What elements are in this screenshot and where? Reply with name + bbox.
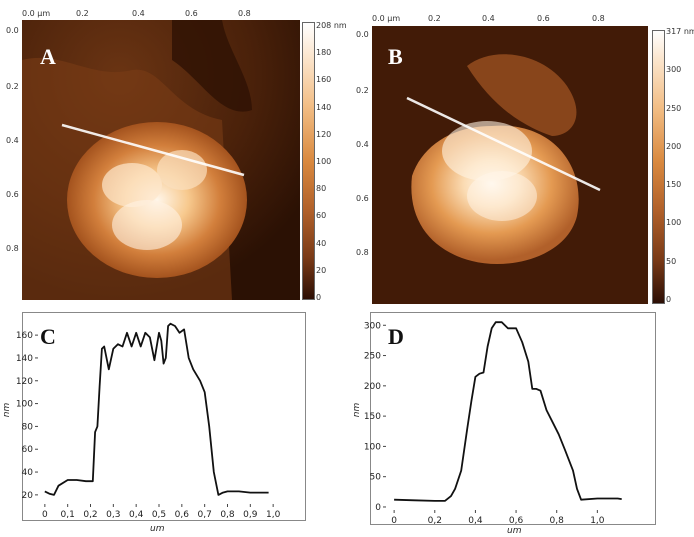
y-tick-label-c-0: 20 <box>22 491 34 501</box>
x-tick-b-0: 0.0 µm <box>372 14 401 23</box>
y-tick-label-c-7: 160 <box>16 331 33 341</box>
colorbar-tick-a-1: 180 <box>316 48 332 58</box>
x-tick-label-d-2: 0,4 <box>468 516 483 526</box>
y-tick-label-c-4: 100 <box>16 400 33 410</box>
colorbar-tick-a-10: 0 <box>316 293 322 302</box>
panel-label-d: D <box>388 324 404 349</box>
x-tick-a-2: 0.4 <box>132 9 145 18</box>
y-tick-a-4: 0.8 <box>6 244 19 253</box>
y-tick-label-c-5: 120 <box>16 377 33 387</box>
y-tick-label-d-2: 100 <box>364 442 381 452</box>
x-axis-label-d: um <box>507 526 522 536</box>
x-tick-label-d-4: 0,8 <box>550 516 565 526</box>
x-tick-label-c-0: 0 <box>42 510 48 520</box>
x-axis-label-c: um <box>150 524 165 534</box>
y-tick-label-d-3: 150 <box>364 412 381 422</box>
colorbar-tick-b-5: 100 <box>666 218 682 228</box>
panel-label-c: C <box>40 324 56 349</box>
colorbar-tick-b-0: 317 nm <box>666 27 694 36</box>
y-tick-label-d-1: 50 <box>370 473 382 483</box>
colorbar-tick-a-9: 20 <box>316 265 327 275</box>
profile-line-c-0 <box>44 322 269 496</box>
colorbar-tick-b-2: 250 <box>666 103 682 113</box>
x-tick-a-1: 0.2 <box>76 9 89 18</box>
x-tick-label-d-0: 0 <box>391 516 397 526</box>
profile-plot-c <box>22 312 306 521</box>
x-tick-label-c-9: 0,9 <box>243 510 258 520</box>
y-tick-a-3: 0.6 <box>6 190 19 199</box>
x-tick-label-c-3: 0,3 <box>106 510 120 520</box>
y-tick-label-d-0: 0 <box>375 503 381 513</box>
afm-image-b <box>372 26 648 304</box>
y-tick-a-2: 0.4 <box>6 136 19 145</box>
y-tick-b-2: 0.4 <box>356 140 369 149</box>
afm-image-a <box>22 20 300 300</box>
y-tick-b-0: 0.0 <box>356 30 369 39</box>
profile-line-d-0 <box>394 321 622 502</box>
x-tick-b-3: 0.6 <box>537 14 550 23</box>
colorbar-tick-a-0: 208 nm <box>316 21 347 30</box>
colorbar-tick-a-4: 120 <box>316 129 332 139</box>
y-tick-b-3: 0.6 <box>356 194 369 203</box>
x-tick-label-c-1: 0,1 <box>61 510 75 520</box>
colorbar-tick-b-4: 150 <box>666 180 682 190</box>
y-tick-label-d-6: 300 <box>364 321 381 331</box>
x-tick-label-c-2: 0,2 <box>83 510 97 520</box>
x-tick-label-c-6: 0,6 <box>175 510 190 520</box>
x-tick-label-c-5: 0,5 <box>152 510 166 520</box>
x-tick-label-c-10: 1,0 <box>266 510 281 520</box>
x-tick-label-d-3: 0,6 <box>509 516 524 526</box>
colorbar-tick-b-6: 50 <box>666 256 677 266</box>
x-tick-label-c-4: 0,4 <box>129 510 144 520</box>
colorbar-tick-a-5: 100 <box>316 157 332 166</box>
x-tick-label-d-5: 1,0 <box>590 516 605 526</box>
x-tick-a-3: 0.6 <box>185 9 198 18</box>
afm-topography-a <box>22 20 300 300</box>
y-tick-label-d-4: 200 <box>364 382 381 392</box>
y-tick-a-1: 0.2 <box>6 82 19 91</box>
x-tick-label-d-1: 0,2 <box>428 516 442 526</box>
x-tick-label-c-8: 0,8 <box>220 510 235 520</box>
x-tick-b-2: 0.4 <box>482 14 495 23</box>
y-tick-label-c-3: 80 <box>22 422 34 432</box>
x-tick-a-0: 0.0 µm <box>22 9 51 18</box>
x-tick-a-4: 0.8 <box>238 9 251 18</box>
y-tick-b-1: 0.2 <box>356 86 369 95</box>
y-tick-a-0: 0.0 <box>6 26 19 35</box>
colorbar-tick-b-1: 300 <box>666 65 682 75</box>
x-tick-label-c-7: 0,7 <box>197 510 211 520</box>
x-tick-b-1: 0.2 <box>428 14 441 23</box>
afm-topography-b <box>372 26 648 304</box>
colorbar-tick-b-3: 200 <box>666 141 682 151</box>
colorbar-b <box>652 30 665 304</box>
colorbar-a <box>302 22 315 300</box>
y-tick-b-4: 0.8 <box>356 248 369 257</box>
colorbar-tick-b-7: 0 <box>666 295 672 304</box>
profile-plot-d <box>370 312 656 525</box>
y-tick-label-c-1: 40 <box>22 468 34 478</box>
colorbar-tick-a-8: 40 <box>316 238 327 248</box>
colorbar-tick-a-6: 80 <box>316 184 327 194</box>
y-tick-label-c-6: 140 <box>16 354 33 364</box>
y-tick-label-c-2: 60 <box>22 445 34 455</box>
colorbar-tick-a-2: 160 <box>316 75 332 85</box>
panel-label-a: A <box>40 44 56 69</box>
y-tick-label-d-5: 250 <box>364 352 381 362</box>
panel-label-b: B <box>388 44 403 69</box>
colorbar-tick-a-7: 60 <box>316 211 327 221</box>
x-tick-b-4: 0.8 <box>592 14 605 23</box>
colorbar-tick-a-3: 140 <box>316 102 332 112</box>
